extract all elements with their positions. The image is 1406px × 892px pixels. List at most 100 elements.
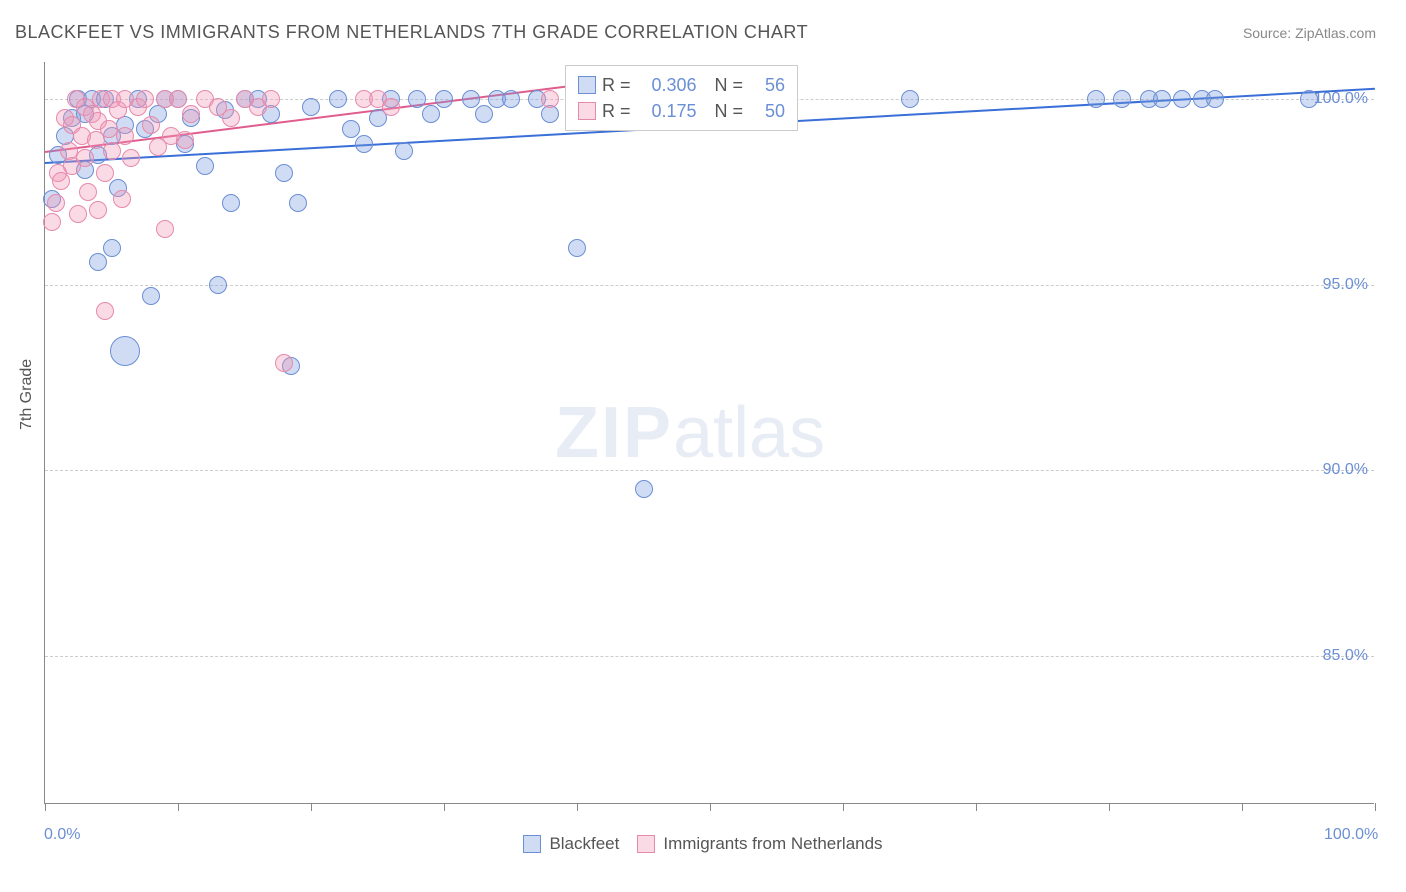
data-point	[222, 194, 240, 212]
data-point	[47, 194, 65, 212]
y-gridline	[45, 470, 1374, 471]
y-gridline	[45, 656, 1374, 657]
n-value: 56	[749, 75, 785, 96]
legend-swatch	[578, 76, 596, 94]
data-point	[408, 90, 426, 108]
data-point	[96, 164, 114, 182]
chart-source: Source: ZipAtlas.com	[1243, 25, 1376, 41]
data-point	[96, 302, 114, 320]
legend-label: Immigrants from Netherlands	[663, 834, 882, 854]
data-point	[182, 105, 200, 123]
data-point	[635, 480, 653, 498]
data-point	[110, 336, 140, 366]
bottom-legend: Blackfeet Immigrants from Netherlands	[0, 834, 1406, 854]
data-point	[222, 109, 240, 127]
x-tick	[1242, 803, 1243, 811]
stats-legend: R = 0.306 N =56 R = 0.175 N =50	[565, 65, 798, 131]
x-axis-label: 100.0%	[1324, 826, 1378, 844]
r-value: 0.175	[637, 101, 697, 122]
chart-title: BLACKFEET VS IMMIGRANTS FROM NETHERLANDS…	[15, 22, 808, 43]
data-point	[113, 190, 131, 208]
legend-item: Blackfeet	[523, 834, 619, 854]
data-point	[901, 90, 919, 108]
data-point	[329, 90, 347, 108]
data-point	[355, 135, 373, 153]
watermark: ZIPatlas	[555, 392, 825, 474]
n-label: N =	[715, 101, 744, 122]
x-tick	[45, 803, 46, 811]
data-point	[1173, 90, 1191, 108]
data-point	[169, 90, 187, 108]
legend-label: Blackfeet	[549, 834, 619, 854]
data-point	[43, 213, 61, 231]
data-point	[422, 105, 440, 123]
r-label: R =	[602, 75, 631, 96]
legend-item: Immigrants from Netherlands	[637, 834, 882, 854]
data-point	[1300, 90, 1318, 108]
data-point	[103, 142, 121, 160]
data-point	[502, 90, 520, 108]
data-point	[209, 276, 227, 294]
data-point	[142, 116, 160, 134]
data-point	[262, 90, 280, 108]
y-gridline	[45, 285, 1374, 286]
x-tick	[311, 803, 312, 811]
data-point	[275, 354, 293, 372]
r-value: 0.306	[637, 75, 697, 96]
data-point	[1206, 90, 1224, 108]
y-axis-label: 95.0%	[1323, 276, 1368, 294]
x-tick	[843, 803, 844, 811]
data-point	[1153, 90, 1171, 108]
data-point	[541, 90, 559, 108]
watermark-light: atlas	[673, 393, 825, 473]
stats-row: R = 0.175 N =50	[578, 98, 785, 124]
data-point	[136, 90, 154, 108]
data-point	[382, 98, 400, 116]
data-point	[462, 90, 480, 108]
data-point	[116, 127, 134, 145]
y-axis-title: 7th Grade	[18, 359, 36, 430]
x-tick	[577, 803, 578, 811]
x-tick	[710, 803, 711, 811]
data-point	[435, 90, 453, 108]
x-tick	[976, 803, 977, 811]
data-point	[176, 131, 194, 149]
y-axis-label: 100.0%	[1314, 90, 1368, 108]
x-tick	[1109, 803, 1110, 811]
data-point	[342, 120, 360, 138]
data-point	[156, 220, 174, 238]
x-axis-label: 0.0%	[44, 826, 80, 844]
scatter-plot: ZIPatlas 85.0% 90.0% 95.0% 100.0% R = 0.306 N …	[44, 62, 1374, 804]
data-point	[142, 287, 160, 305]
data-point	[289, 194, 307, 212]
watermark-bold: ZIP	[555, 393, 673, 473]
legend-swatch	[578, 102, 596, 120]
data-point	[79, 183, 97, 201]
stats-row: R = 0.306 N =56	[578, 72, 785, 98]
data-point	[475, 105, 493, 123]
data-point	[568, 239, 586, 257]
chart-header: BLACKFEET VS IMMIGRANTS FROM NETHERLANDS…	[15, 22, 1376, 43]
data-point	[122, 149, 140, 167]
data-point	[103, 239, 121, 257]
legend-swatch	[637, 835, 655, 853]
n-label: N =	[715, 75, 744, 96]
data-point	[275, 164, 293, 182]
x-tick	[1375, 803, 1376, 811]
y-axis-label: 85.0%	[1323, 647, 1368, 665]
data-point	[302, 98, 320, 116]
x-tick	[178, 803, 179, 811]
data-point	[89, 253, 107, 271]
data-point	[196, 157, 214, 175]
data-point	[52, 172, 70, 190]
legend-swatch	[523, 835, 541, 853]
data-point	[69, 205, 87, 223]
data-point	[1113, 90, 1131, 108]
data-point	[1087, 90, 1105, 108]
x-tick	[444, 803, 445, 811]
data-point	[395, 142, 413, 160]
data-point	[89, 201, 107, 219]
r-label: R =	[602, 101, 631, 122]
y-axis-label: 90.0%	[1323, 461, 1368, 479]
n-value: 50	[749, 101, 785, 122]
